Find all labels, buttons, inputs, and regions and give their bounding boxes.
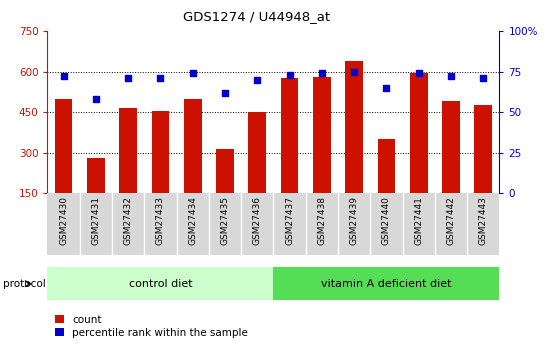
Text: GSM27443: GSM27443 (479, 196, 488, 245)
Point (285, 72, 294, 78)
Point (318, 70, 326, 76)
Bar (216, 149, 234, 193)
Point (414, 70, 423, 76)
Point (253, 77, 262, 82)
Bar (119, 108, 137, 193)
Bar (442, 101, 460, 193)
Bar (47, 267, 273, 300)
Text: GSM27433: GSM27433 (156, 196, 165, 245)
Bar (55, 99, 73, 193)
Text: GSM27430: GSM27430 (59, 196, 68, 245)
Bar (273, 267, 499, 300)
Point (446, 74, 455, 79)
Text: protocol: protocol (3, 279, 46, 289)
Point (350, 69, 359, 74)
Bar (313, 77, 331, 193)
Text: GSM27435: GSM27435 (220, 196, 229, 245)
Text: GSM27438: GSM27438 (318, 196, 326, 245)
Bar (410, 73, 427, 193)
Text: GDS1274 / U44948_at: GDS1274 / U44948_at (183, 10, 330, 23)
Point (124, 75, 133, 81)
Bar (248, 112, 266, 193)
Text: GSM27440: GSM27440 (382, 196, 391, 245)
Bar (474, 105, 492, 193)
Point (479, 75, 488, 81)
Bar (378, 139, 395, 193)
Bar (184, 99, 201, 193)
Text: control diet: control diet (128, 279, 193, 289)
Point (156, 75, 165, 81)
Text: vitamin A deficient diet: vitamin A deficient diet (321, 279, 451, 289)
Bar (87, 158, 105, 193)
Point (220, 90, 229, 96)
Legend: count, percentile rank within the sample: count, percentile rank within the sample (55, 315, 248, 338)
Bar (152, 111, 169, 193)
Bar (345, 61, 363, 193)
Point (59, 74, 68, 79)
Text: GSM27436: GSM27436 (253, 196, 262, 245)
Text: GSM27439: GSM27439 (350, 196, 359, 245)
Text: GSM27442: GSM27442 (446, 196, 455, 245)
Text: GSM27441: GSM27441 (414, 196, 423, 245)
Text: GSM27432: GSM27432 (124, 196, 133, 245)
Text: GSM27437: GSM27437 (285, 196, 294, 245)
Text: GSM27431: GSM27431 (92, 196, 100, 245)
Point (188, 70, 197, 76)
Point (382, 85, 391, 91)
Bar (281, 78, 299, 193)
Text: GSM27434: GSM27434 (188, 196, 197, 245)
Point (92, 96, 100, 102)
